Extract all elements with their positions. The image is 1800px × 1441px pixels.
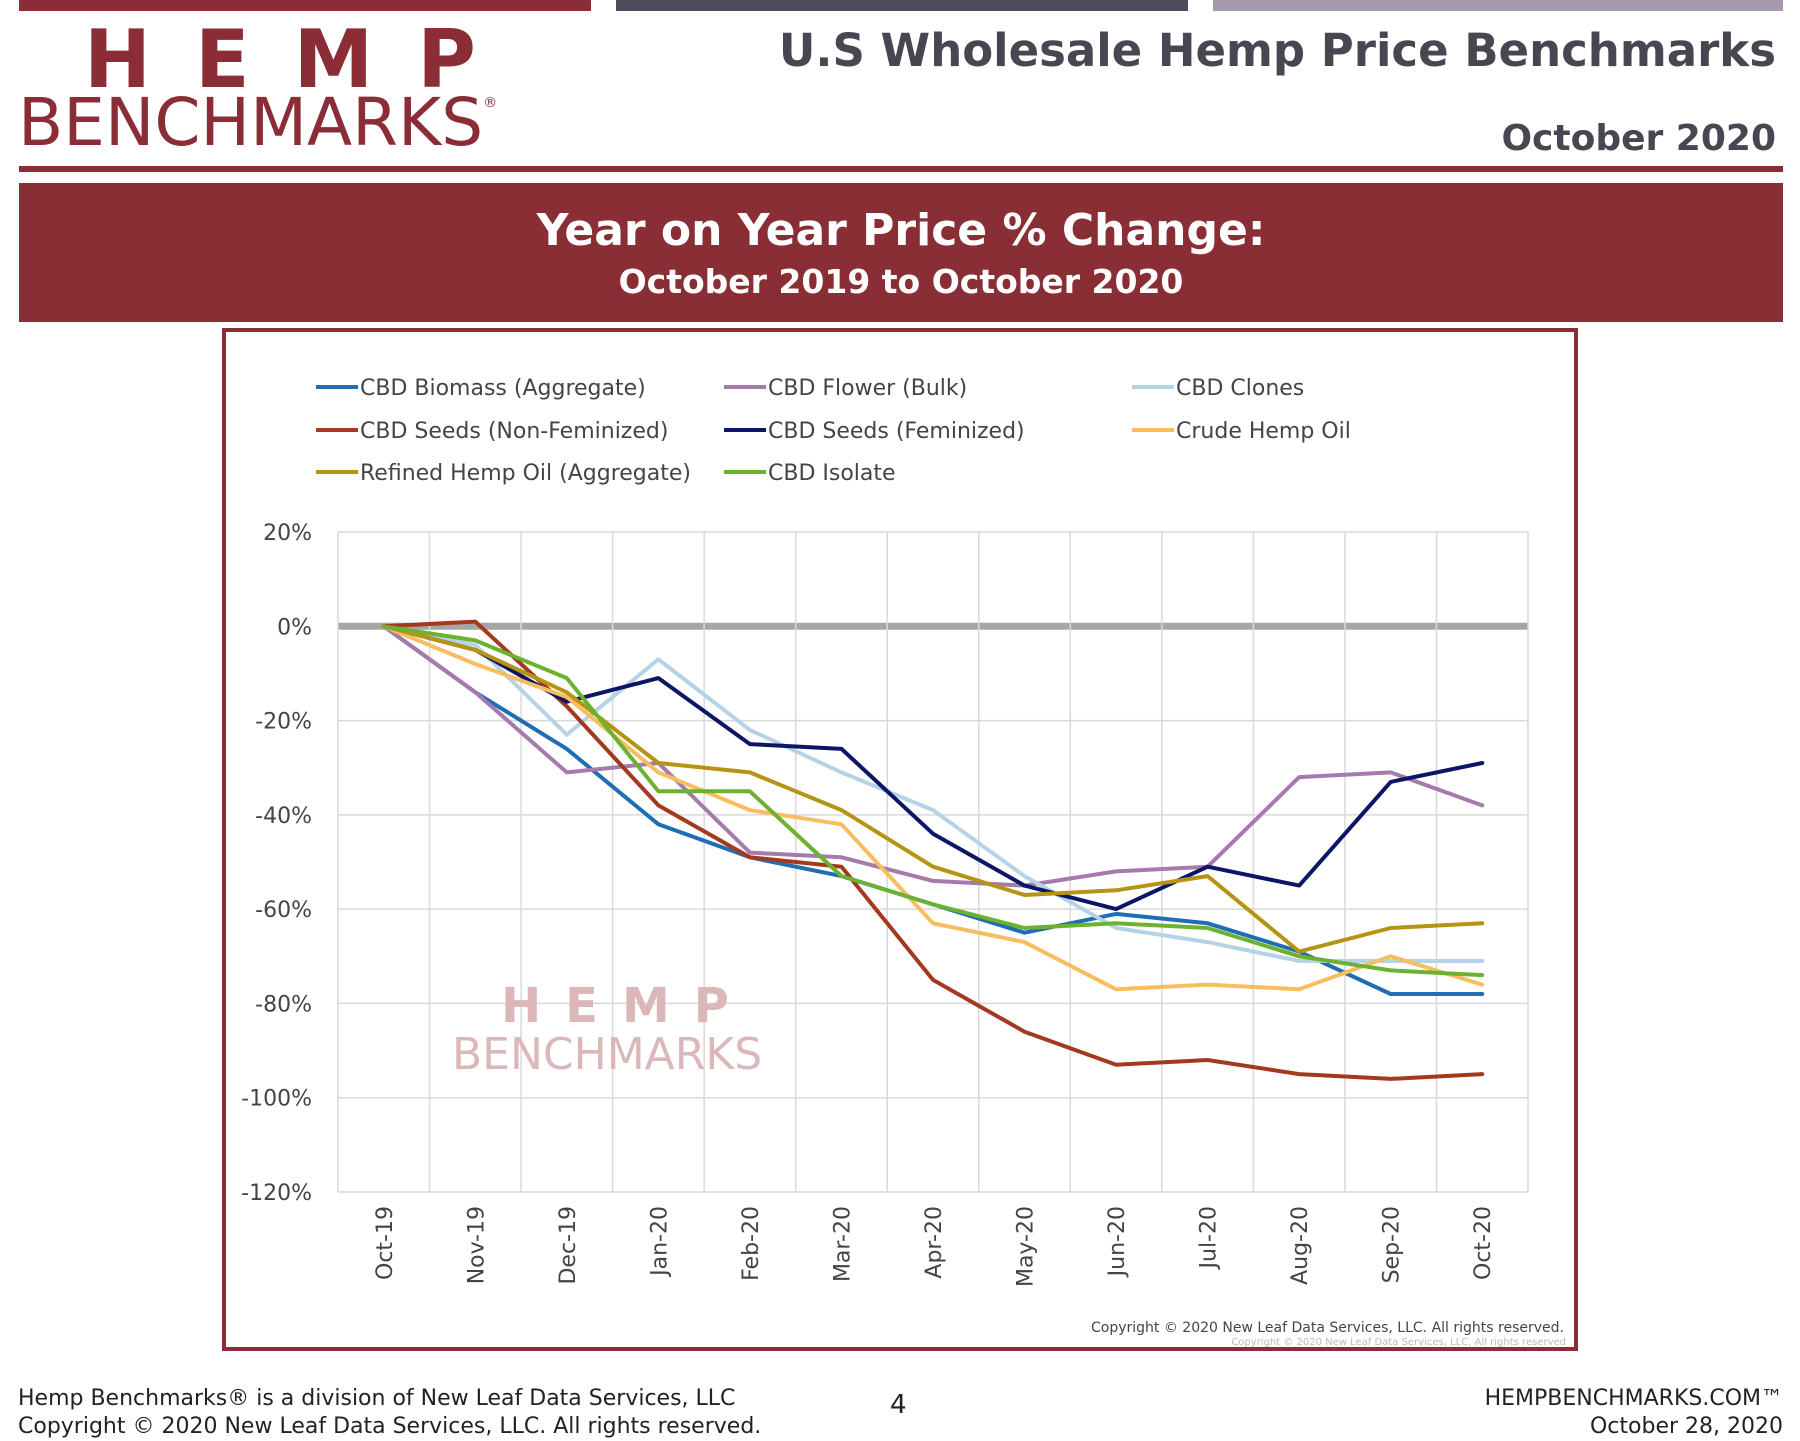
legend-label: CBD Seeds (Non-Feminized) bbox=[360, 419, 668, 444]
x-tick-label: Feb-20 bbox=[739, 1206, 764, 1281]
footer-copyright: Copyright © 2020 New Leaf Data Services,… bbox=[18, 1414, 762, 1439]
header-divider bbox=[19, 166, 1783, 172]
page-number: 4 bbox=[890, 1390, 907, 1420]
series-line bbox=[381, 624, 1485, 888]
series-line bbox=[381, 624, 1485, 963]
chart-copyright-small: Copyright © 2020 New Leaf Data Services,… bbox=[1231, 1337, 1566, 1347]
y-tick-label: -20% bbox=[255, 710, 312, 735]
x-tick-label: Mar-20 bbox=[830, 1206, 855, 1282]
series-line bbox=[381, 624, 1485, 992]
legend-label: CBD Seeds (Feminized) bbox=[768, 419, 1025, 444]
report-date: October 2020 bbox=[1501, 118, 1776, 159]
watermark-hemp: HEMP bbox=[501, 978, 753, 1034]
x-tick-label: Oct-20 bbox=[1471, 1206, 1496, 1280]
legend-label: CBD Isolate bbox=[768, 461, 896, 486]
page-title: U.S Wholesale Hemp Price Benchmarks bbox=[778, 24, 1776, 77]
x-tick-label: Jul-20 bbox=[1197, 1206, 1222, 1270]
legend-label: Crude Hemp Oil bbox=[1176, 419, 1351, 444]
chart-watermark: HEMP BENCHMARKS bbox=[452, 978, 762, 1080]
y-tick-label: -120% bbox=[241, 1181, 312, 1206]
chart-frame: CBD Biomass (Aggregate) CBD Flower (Bulk)… bbox=[222, 328, 1578, 1351]
series-line bbox=[381, 624, 1485, 978]
x-tick-label: Dec-19 bbox=[556, 1206, 581, 1285]
chart-copyright: Copyright © 2020 New Leaf Data Services,… bbox=[1091, 1320, 1564, 1336]
y-tick-label: 0% bbox=[277, 615, 312, 640]
x-tick-label: Jun-20 bbox=[1105, 1206, 1130, 1278]
chart-grid bbox=[337, 531, 1529, 1193]
x-tick-label: Oct-19 bbox=[373, 1206, 398, 1280]
x-tick-label: Sep-20 bbox=[1380, 1206, 1405, 1283]
x-tick-label: Nov-19 bbox=[464, 1206, 489, 1284]
legend-label: CBD Flower (Bulk) bbox=[768, 376, 967, 401]
series-line bbox=[381, 624, 1485, 912]
footer-left: Hemp Benchmarks® is a division of New Le… bbox=[18, 1385, 761, 1441]
logo-registered-mark: ® bbox=[483, 95, 498, 111]
logo-hemp-text: HEMP bbox=[84, 13, 520, 106]
legend-label: CBD Clones bbox=[1176, 376, 1304, 401]
x-tick-label: Jan-20 bbox=[647, 1206, 672, 1278]
watermark-benchmarks: BENCHMARKS bbox=[452, 1029, 762, 1080]
x-tick-label: Apr-20 bbox=[922, 1206, 947, 1279]
series-line bbox=[381, 624, 1485, 954]
legend-label: CBD Biomass (Aggregate) bbox=[360, 376, 646, 401]
logo-benchmarks: BENCHMARKS® bbox=[18, 90, 497, 156]
chart-banner: Year on Year Price % Change: October 201… bbox=[19, 183, 1783, 322]
y-tick-label: 20% bbox=[263, 521, 312, 546]
y-tick-label: -40% bbox=[255, 804, 312, 829]
banner-title: Year on Year Price % Change: bbox=[536, 205, 1266, 256]
logo-benchmarks-text: BENCHMARKS bbox=[18, 84, 484, 161]
y-axis: 20% 0% -20% -40% -60% -80% -100% -120% bbox=[241, 521, 312, 1206]
top-accent-bar-lavender bbox=[1213, 0, 1783, 11]
footer-date: October 28, 2020 bbox=[1589, 1414, 1783, 1439]
legend-label: Refined Hemp Oil (Aggregate) bbox=[360, 461, 691, 486]
y-tick-label: -100% bbox=[241, 1087, 312, 1112]
banner-subtitle: October 2019 to October 2020 bbox=[618, 262, 1184, 301]
series-line bbox=[381, 619, 1485, 1081]
y-tick-label: -60% bbox=[255, 898, 312, 923]
top-accent-bar-gray bbox=[616, 0, 1188, 11]
line-chart: CBD Biomass (Aggregate) CBD Flower (Bulk)… bbox=[241, 376, 1566, 1347]
chart-series bbox=[381, 619, 1485, 1081]
footer-division-text: Hemp Benchmarks® is a division of New Le… bbox=[18, 1386, 736, 1411]
footer-right: HEMPBENCHMARKS.COM™ October 28, 2020 bbox=[1485, 1385, 1783, 1441]
x-tick-label: Aug-20 bbox=[1288, 1206, 1313, 1285]
x-tick-label: May-20 bbox=[1014, 1206, 1039, 1287]
top-accent-bar-red bbox=[19, 0, 591, 11]
footer-website[interactable]: HEMPBENCHMARKS.COM™ bbox=[1484, 1386, 1783, 1411]
y-tick-label: -80% bbox=[255, 992, 312, 1017]
chart-legend: CBD Biomass (Aggregate) CBD Flower (Bulk)… bbox=[316, 376, 1351, 486]
x-axis: Oct-19 Nov-19 Dec-19 Jan-20 Feb-20 Mar-20 Apr-… bbox=[373, 1206, 1496, 1287]
